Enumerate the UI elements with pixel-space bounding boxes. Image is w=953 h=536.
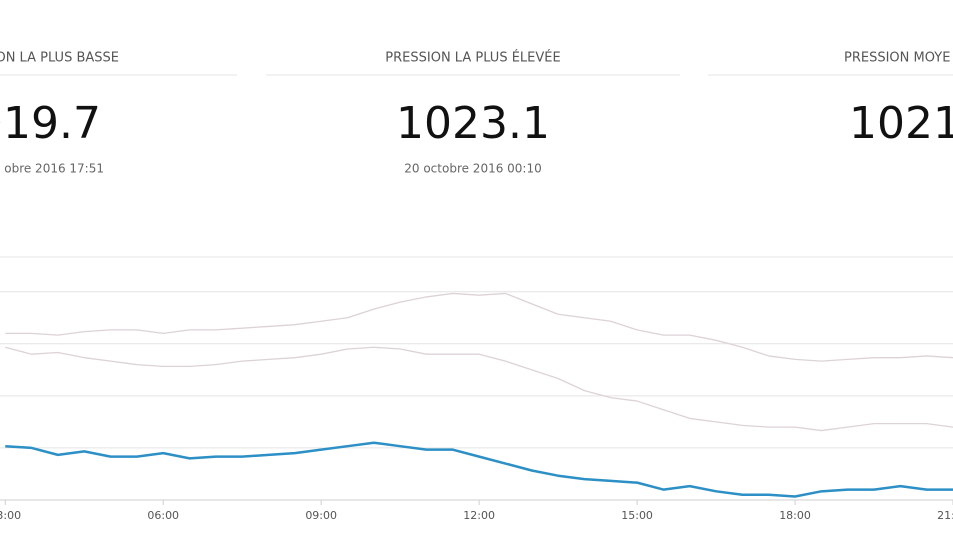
card-title: PRESSION MOYE [844,51,950,66]
card-title: PRESSION LA PLUS ÉLEVÉE [385,50,560,66]
series-line [5,441,953,498]
x-tick-label: 15:00 [621,509,653,522]
card-date: obre 2016 17:51 [4,162,104,176]
card-value: 1021. [849,98,953,149]
card-date: 20 octobre 2016 00:10 [404,162,542,176]
x-tick-label: 06:00 [147,509,179,522]
chart: 03:00 06:00 09:00 12:00 15:00 18:00 21:00 [0,256,953,522]
series-line [5,292,953,362]
x-tick-label: 21:00 [937,509,953,522]
card-value: 019.7 [0,98,101,149]
x-tick-label: 09:00 [305,509,337,522]
x-tick-label: 03:00 [0,509,21,522]
series-line [5,346,953,432]
x-tick-label: 18:00 [779,509,811,522]
card-title: ON LA PLUS BASSE [0,51,119,66]
card-value: 1023.1 [396,98,550,149]
x-tick-label: 12:00 [463,509,495,522]
